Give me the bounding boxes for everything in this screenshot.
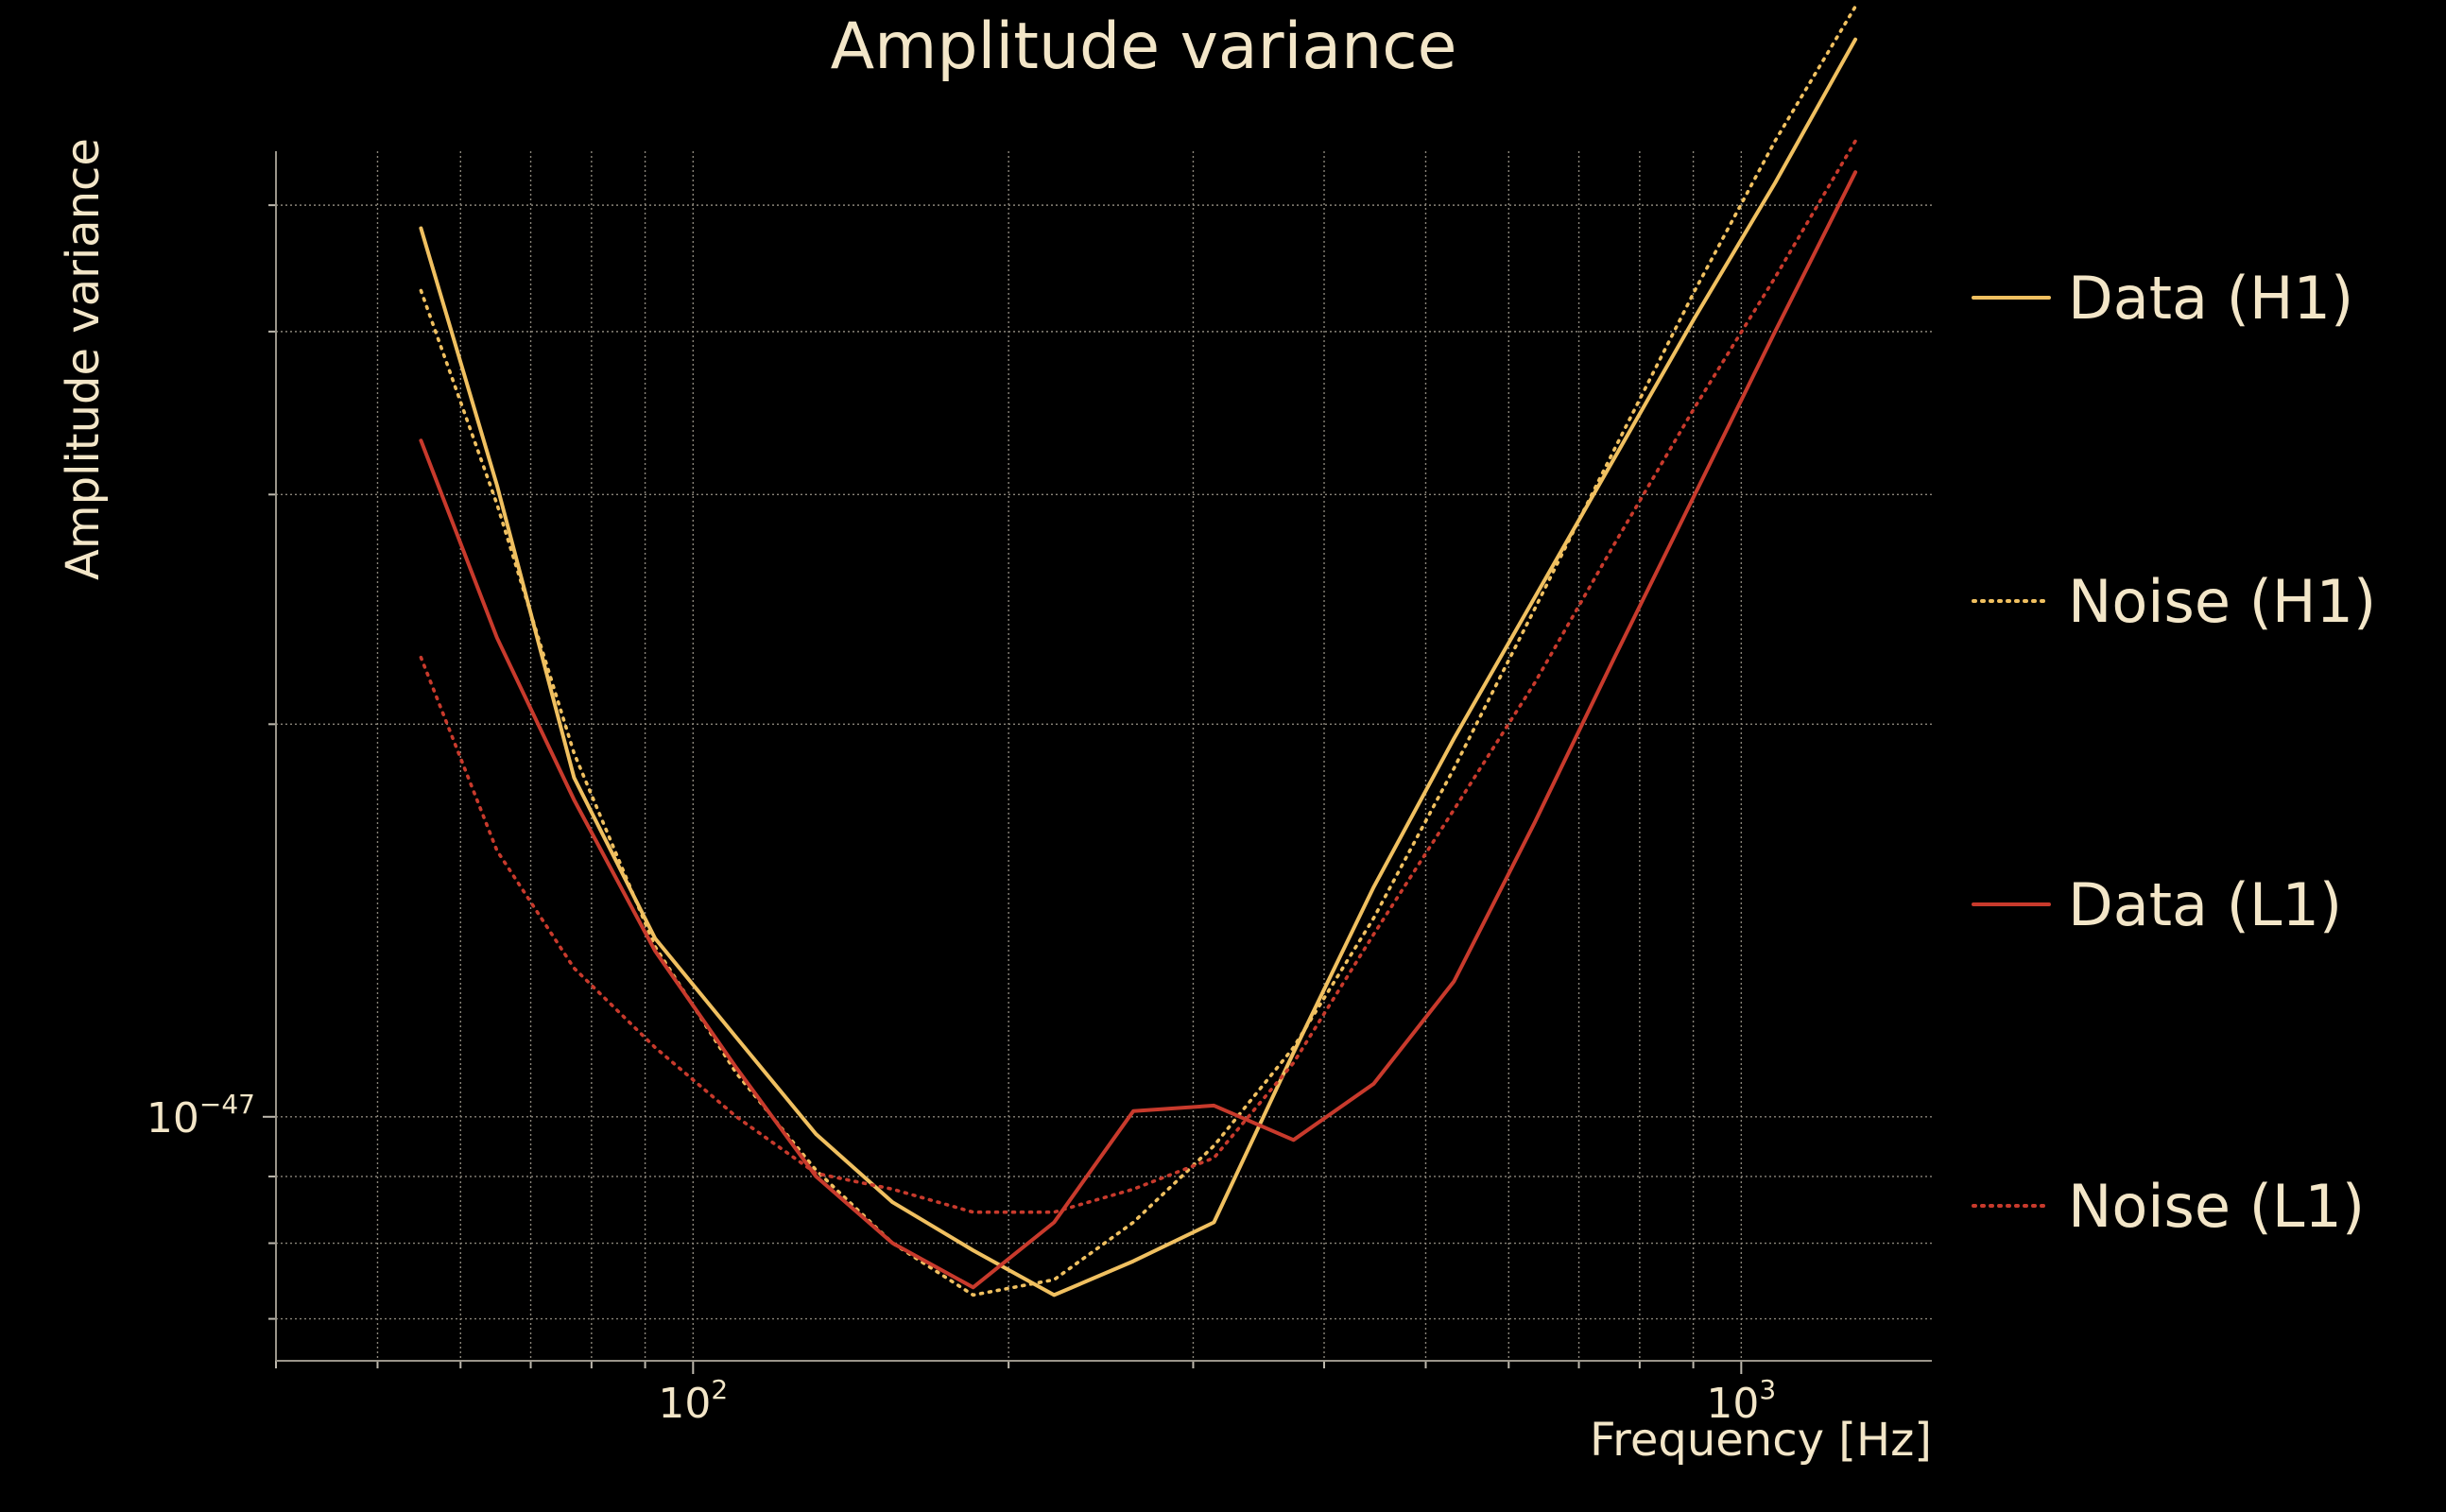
series-line-noise-h1 — [419, 5, 1857, 1297]
legend-label-data-l1: Data (L1) — [2068, 870, 2342, 939]
y-tick-label-base: 10 — [146, 1094, 199, 1143]
legend-label-noise-l1: Noise (L1) — [2068, 1172, 2365, 1241]
x-tick-label-base: 10 — [1706, 1380, 1759, 1428]
axes — [263, 151, 1932, 1374]
series-line-data-l1 — [419, 170, 1858, 1290]
grid — [275, 151, 1932, 1361]
series-lines — [419, 5, 1858, 1297]
y-axis-label: Amplitude variance — [57, 138, 110, 580]
chart-title: Amplitude variance — [831, 9, 1457, 84]
legend-label-noise-h1: Noise (H1) — [2068, 567, 2376, 636]
x-tick-label: 102 — [658, 1374, 728, 1428]
y-tick-label: 10−47 — [146, 1089, 255, 1143]
x-axis-label: Frequency [Hz] — [1590, 1414, 1932, 1467]
series-line-data-h1 — [419, 37, 1858, 1297]
x-tick-label: 103 — [1706, 1374, 1776, 1428]
series-line-noise-l1 — [419, 139, 1857, 1214]
x-tick-label-exponent: 2 — [711, 1374, 728, 1405]
legend-label-data-h1: Data (H1) — [2068, 264, 2353, 333]
x-tick-label-exponent: 3 — [1759, 1374, 1776, 1405]
x-tick-label-base: 10 — [658, 1380, 711, 1428]
legend: Data (H1) Noise (H1) Data (L1) Noise (L1) — [1972, 264, 2376, 1241]
y-tick-label-exponent: −47 — [199, 1089, 255, 1120]
